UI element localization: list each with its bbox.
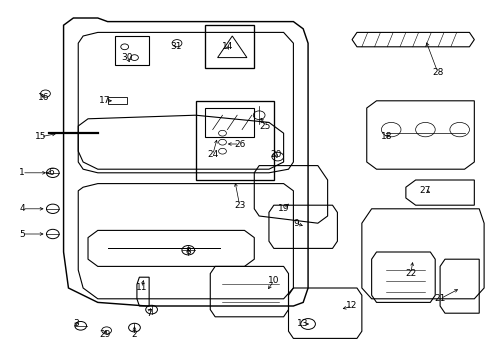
Text: 13: 13 [297,320,308,328]
Text: 19: 19 [277,204,289,213]
Text: 16: 16 [38,93,50,102]
Text: 6: 6 [48,168,54,177]
Text: 2: 2 [131,330,137,339]
Text: 14: 14 [221,42,233,51]
Text: 25: 25 [259,122,271,131]
Text: 24: 24 [206,150,218,159]
Text: 9: 9 [292,219,298,228]
Text: 22: 22 [404,269,416,278]
Text: 8: 8 [185,248,191,256]
Text: 21: 21 [433,294,445,303]
Text: 4: 4 [19,204,25,213]
Text: 1: 1 [19,168,25,177]
Text: 5: 5 [19,230,25,239]
Text: 15: 15 [35,132,46,141]
Text: 31: 31 [170,42,182,51]
Text: 26: 26 [233,140,245,149]
Text: 30: 30 [121,53,133,62]
Text: 3: 3 [73,320,79,328]
Text: 7: 7 [146,309,152,318]
Text: 18: 18 [380,132,391,141]
Text: 12: 12 [346,302,357,310]
Text: 28: 28 [431,68,443,77]
Text: 29: 29 [99,330,111,339]
Text: 27: 27 [419,186,430,195]
Text: 23: 23 [233,201,245,210]
Text: 11: 11 [136,284,147,292]
Text: 20: 20 [270,150,282,159]
Text: 10: 10 [267,276,279,285]
Text: 17: 17 [99,96,111,105]
